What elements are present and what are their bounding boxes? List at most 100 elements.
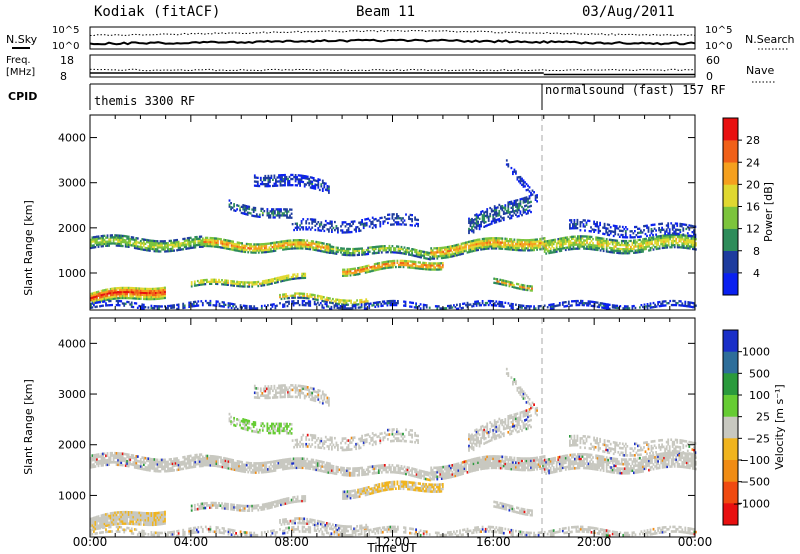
power-cell — [221, 242, 224, 245]
power-cell — [586, 247, 588, 250]
power-cell — [277, 278, 279, 282]
power-cell — [372, 301, 375, 305]
power-cell — [142, 244, 145, 247]
velocity-cell — [139, 516, 142, 519]
power-cell — [630, 245, 632, 249]
power-cell — [471, 219, 473, 223]
power-cell — [344, 221, 347, 224]
velocity-cell — [102, 454, 104, 458]
velocity-cell — [120, 515, 123, 519]
velocity-cell — [164, 463, 166, 466]
power-cell — [248, 243, 251, 246]
power-cell — [353, 254, 356, 257]
power-cell — [531, 289, 533, 292]
power-cell — [614, 224, 617, 228]
noise-sky-trace — [89, 38, 696, 46]
power-cell — [289, 245, 292, 248]
power-cell — [634, 251, 637, 254]
power-cell — [679, 222, 682, 226]
power-cell — [305, 183, 308, 186]
velocity-cell — [115, 452, 118, 455]
power-cell — [690, 305, 693, 308]
power-cell — [380, 247, 383, 250]
velocity-cell — [144, 461, 147, 465]
power-cell — [316, 294, 319, 297]
power-cell — [345, 299, 348, 302]
velocity-cell — [115, 520, 118, 523]
power-cell — [379, 249, 382, 252]
power-cell — [471, 217, 473, 221]
power-cell — [642, 305, 644, 309]
power-cell — [286, 276, 288, 280]
power-cell — [596, 244, 599, 248]
power-cell — [472, 243, 475, 246]
velocity-cell — [103, 513, 106, 517]
power-cell — [385, 217, 388, 221]
power-cell — [149, 298, 151, 301]
power-cell — [613, 251, 616, 254]
power-cell — [589, 235, 591, 238]
power-cell — [127, 286, 130, 290]
power-cell — [118, 234, 121, 237]
power-cell — [322, 296, 325, 299]
power-cell — [282, 305, 284, 308]
velocity-cell — [108, 514, 110, 518]
power-cell — [114, 291, 116, 294]
power-cell — [195, 237, 198, 241]
power-cell — [156, 295, 159, 298]
power-cell — [273, 245, 275, 249]
power-cell — [682, 238, 685, 241]
power-cell — [409, 249, 412, 252]
velocity-cell — [146, 523, 148, 526]
velocity-cell — [138, 520, 141, 524]
power-cell — [142, 238, 145, 241]
power-cell — [591, 228, 594, 231]
power-cell — [604, 304, 606, 308]
power-cell — [661, 300, 664, 303]
power-cell — [120, 244, 123, 248]
power-cell — [156, 307, 159, 310]
power-cell — [415, 218, 418, 221]
power-cell — [652, 236, 655, 239]
power-cell — [472, 239, 475, 242]
power-cell — [601, 245, 603, 248]
power-cell — [94, 293, 97, 296]
power-cell — [230, 202, 232, 205]
power-cell — [519, 212, 522, 215]
power-cell — [478, 246, 481, 249]
velocity-cell — [158, 520, 160, 524]
power-cell — [592, 242, 594, 245]
velocity-cell — [120, 454, 123, 458]
power-cell — [123, 290, 126, 294]
power-cell — [149, 241, 151, 244]
power-cell — [310, 295, 313, 298]
power-cell — [372, 304, 375, 307]
power-cell — [322, 246, 325, 249]
power-cell — [290, 212, 293, 215]
power-cell — [406, 251, 409, 254]
power-cell — [371, 246, 374, 249]
power-cell — [646, 307, 649, 310]
power-cell — [539, 239, 541, 243]
power-cell — [685, 234, 688, 237]
power-cell — [183, 304, 186, 307]
power-cell — [109, 287, 112, 291]
power-cell — [645, 245, 647, 249]
power-cell — [516, 286, 518, 290]
power-cell — [194, 246, 197, 249]
power-cell — [286, 274, 288, 277]
power-cell — [525, 198, 528, 201]
power-cell — [332, 252, 335, 255]
power-cell — [256, 184, 259, 188]
velocity-cell — [153, 523, 156, 526]
power-cell — [176, 243, 178, 246]
power-cell — [422, 265, 424, 269]
power-cell — [268, 212, 270, 215]
power-cell — [108, 292, 110, 295]
power-cell — [117, 299, 119, 303]
power-cell — [475, 219, 478, 222]
power-cell — [625, 252, 628, 255]
velocity-cell — [99, 459, 101, 463]
power-cell — [278, 214, 281, 217]
power-cell — [518, 238, 520, 242]
